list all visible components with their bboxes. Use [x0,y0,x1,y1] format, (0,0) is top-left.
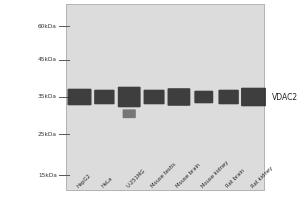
FancyBboxPatch shape [123,109,136,118]
FancyBboxPatch shape [144,90,165,104]
Text: 45kDa: 45kDa [38,57,57,62]
Text: Rat brain: Rat brain [225,168,246,189]
Text: 15kDa: 15kDa [38,173,57,178]
Text: 35kDa: 35kDa [38,95,57,99]
FancyBboxPatch shape [68,89,92,105]
Text: U-251MG: U-251MG [126,168,146,189]
Text: 25kDa: 25kDa [38,132,57,137]
FancyBboxPatch shape [218,90,239,104]
Text: Mouse testis: Mouse testis [151,162,178,189]
Text: Rat kidney: Rat kidney [250,165,274,189]
Text: 60kDa: 60kDa [38,24,57,29]
Text: HeLa: HeLa [101,176,114,189]
FancyBboxPatch shape [194,91,213,103]
Text: Mouse brain: Mouse brain [176,163,202,189]
Text: VDAC2: VDAC2 [272,92,298,102]
Bar [66,4,264,190]
FancyBboxPatch shape [241,88,266,106]
Text: HepG2: HepG2 [76,173,92,189]
FancyBboxPatch shape [94,90,115,104]
FancyBboxPatch shape [167,88,190,106]
FancyBboxPatch shape [118,87,141,107]
Text: Mouse kidney: Mouse kidney [200,160,230,189]
